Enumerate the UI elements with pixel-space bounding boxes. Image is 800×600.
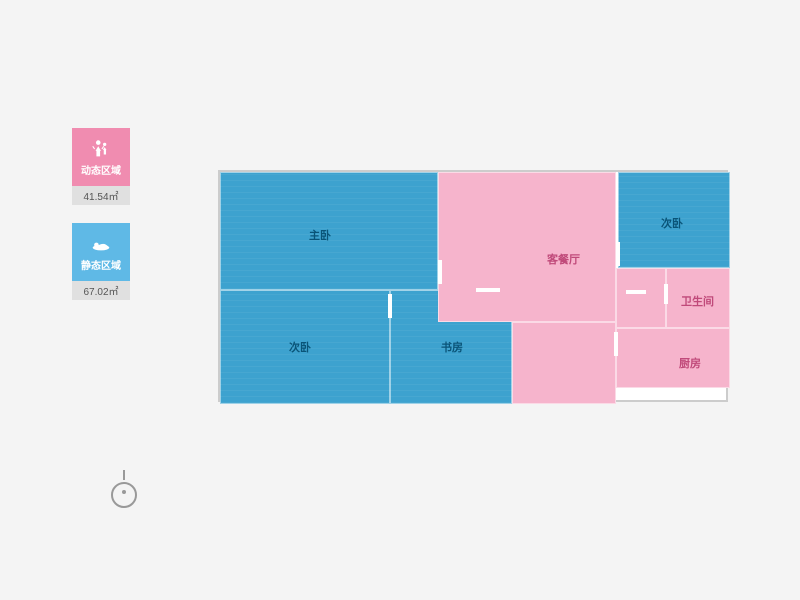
door-3 [616, 242, 620, 266]
compass-icon [108, 470, 140, 508]
room-secondary-bedroom-2: 次卧 [618, 172, 730, 268]
legend-static-label: 静态区域 [81, 257, 121, 272]
door-5 [614, 332, 618, 356]
door-1 [388, 294, 392, 318]
room-master-bedroom: 主卧 [220, 172, 438, 290]
room-label-secondary-bedroom-1: 次卧 [289, 339, 311, 355]
legend-static: 静态区域 67.02㎡ [72, 223, 130, 300]
legend-panel: 动态区域 41.54㎡ 静态区域 67.02㎡ [72, 128, 130, 318]
room-hallway-2 [616, 268, 666, 328]
room-hallway [512, 322, 616, 404]
door-4 [664, 284, 668, 304]
floorplan: 主卧次卧书房次卧客餐厅卫生间厨房 [218, 170, 728, 402]
room-label-secondary-bedroom-2: 次卧 [661, 215, 683, 231]
door-2 [476, 288, 500, 292]
room-kitchen: 厨房 [616, 328, 730, 388]
room-label-living-dining: 客餐厅 [547, 251, 580, 267]
legend-dynamic-label: 动态区域 [81, 162, 121, 177]
door-0 [438, 260, 442, 284]
room-label-master-bedroom: 主卧 [309, 227, 331, 243]
room-secondary-bedroom-1: 次卧 [220, 290, 390, 404]
door-6 [626, 290, 646, 294]
room-label-bathroom: 卫生间 [681, 293, 714, 309]
room-label-kitchen: 厨房 [679, 355, 701, 371]
sleep-icon [90, 233, 112, 255]
room-bathroom: 卫生间 [666, 268, 730, 328]
legend-static-value: 67.02㎡ [72, 281, 130, 300]
legend-dynamic-header: 动态区域 [72, 128, 130, 186]
legend-dynamic-value: 41.54㎡ [72, 186, 130, 205]
legend-static-header: 静态区域 [72, 223, 130, 281]
room-label-study: 书房 [441, 339, 463, 355]
legend-dynamic: 动态区域 41.54㎡ [72, 128, 130, 205]
room-living-dining: 客餐厅 [438, 172, 616, 322]
people-icon [90, 138, 112, 160]
